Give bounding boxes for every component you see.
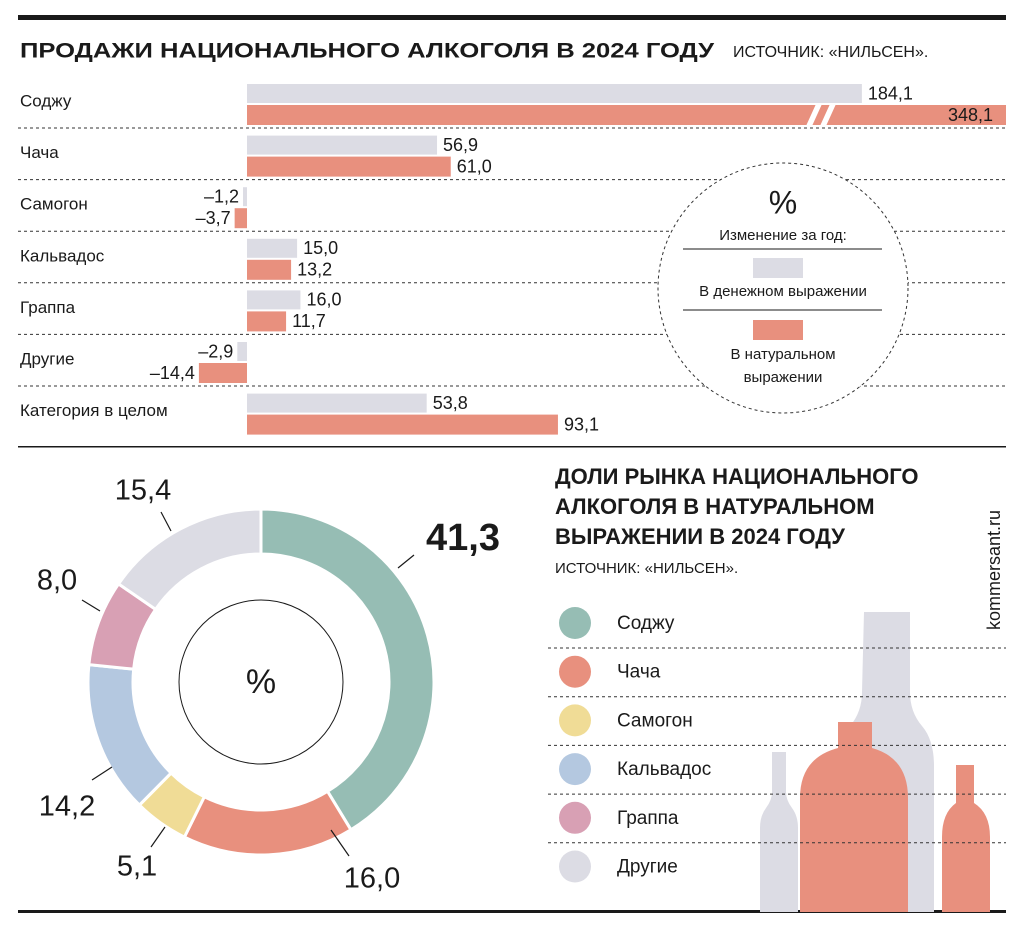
legend-label: Соджу (617, 613, 675, 634)
legend-title: % (769, 184, 797, 220)
bar-break (820, 104, 836, 126)
divider (18, 446, 1006, 448)
bottom-rule (18, 910, 1006, 913)
legend-label: Другие (617, 857, 678, 878)
value-label: 53,8 (433, 393, 468, 413)
leader-line (397, 554, 415, 569)
legend-swatch (559, 704, 591, 737)
center-ring (178, 599, 344, 765)
donut-slice (116, 507, 263, 612)
value-label: 348,1 (948, 105, 993, 125)
bar (247, 259, 292, 280)
value-label: 93,1 (564, 414, 599, 434)
leader-line (160, 511, 172, 532)
bar (247, 105, 1006, 125)
legend-frame (657, 162, 909, 414)
source: ИСТОЧНИК: «НИЛЬСЕН». (555, 560, 738, 577)
bar (247, 84, 862, 103)
value-label: 14,2 (39, 791, 95, 823)
value-label: –2,9 (198, 341, 233, 361)
bottle (800, 722, 908, 912)
bar (247, 414, 558, 435)
value-label: –1,2 (204, 186, 239, 206)
bar (247, 135, 438, 155)
value-label: 16,0 (344, 863, 400, 895)
category-label: Другие (20, 349, 74, 368)
bar (237, 342, 247, 361)
legend-label: Кальвадос (617, 759, 711, 780)
bar (247, 290, 301, 310)
value-label: 15,0 (303, 238, 338, 258)
category-label: Кальвадос (20, 246, 105, 265)
leader-line (91, 766, 113, 781)
value-label: 11,7 (292, 311, 326, 331)
center-label: % (246, 663, 276, 701)
category-label: Категория в целом (20, 401, 168, 420)
credit: kommersant.ru (984, 510, 1004, 630)
value-label: 56,9 (443, 135, 478, 155)
donut-slice (259, 507, 436, 832)
legend-label: В денежном выражении (699, 283, 867, 300)
bar (247, 238, 298, 258)
legend-swatch (753, 258, 803, 278)
legend-swatch (559, 850, 591, 883)
bar (198, 363, 247, 383)
value-label: 5,1 (117, 851, 157, 883)
legend-subtitle: Изменение за год: (719, 227, 847, 244)
category-label: Чача (20, 143, 59, 162)
value-label: 184,1 (868, 83, 913, 103)
donut-chart: % 41,3 16,0 5,1 14,2 8,0 15,4 ДОЛИ РЫНКА НАЦИОН… (37, 464, 1006, 895)
legend-swatch (753, 320, 803, 340)
legend-swatch (559, 753, 591, 786)
category-label: Самогон (20, 195, 88, 214)
leader-line (330, 829, 350, 857)
bottles (760, 612, 990, 912)
bottle (942, 765, 990, 912)
bar (242, 187, 247, 207)
legend-label: Чача (617, 662, 661, 683)
legend-label: Самогон (617, 710, 693, 731)
value-label: 61,0 (457, 156, 492, 176)
bar (247, 393, 427, 413)
chart-title: ДОЛИ РЫНКА НАЦИОНАЛЬНОГО АЛКОГОЛЯ В НАТУР… (555, 464, 918, 549)
legend-label: Граппа (617, 808, 679, 829)
source: ИСТОЧНИК: «НИЛЬСЕН». (733, 44, 928, 61)
bottle (760, 752, 798, 912)
value-label: 8,0 (37, 565, 77, 597)
chart-title: ПРОДАЖИ НАЦИОНАЛЬНОГО АЛКОГОЛЯ В 2024 ГО… (20, 40, 715, 63)
bar (247, 156, 451, 177)
legend-swatch (559, 801, 591, 834)
value-label: –14,4 (150, 363, 195, 383)
legend-swatch (559, 607, 591, 639)
bar-chart: Соджу Чача Самогон Кальвадос Граппа Другие Кат… (18, 83, 1006, 435)
value-label: –3,7 (196, 208, 231, 228)
bar (247, 311, 287, 332)
value-label: 41,3 (426, 517, 500, 559)
value-label: 13,2 (297, 260, 332, 280)
category-label: Граппа (20, 298, 76, 317)
category-label: Соджу (20, 91, 72, 110)
leader-line (150, 826, 166, 848)
value-label: 15,4 (115, 475, 171, 507)
legend-label: В натуральном выражении (730, 346, 835, 386)
leader-line (81, 599, 101, 612)
value-label: 16,0 (306, 290, 341, 310)
legend-swatch (559, 655, 591, 688)
top-rule (18, 15, 1006, 20)
bar (234, 208, 247, 229)
bar-break (806, 104, 822, 126)
